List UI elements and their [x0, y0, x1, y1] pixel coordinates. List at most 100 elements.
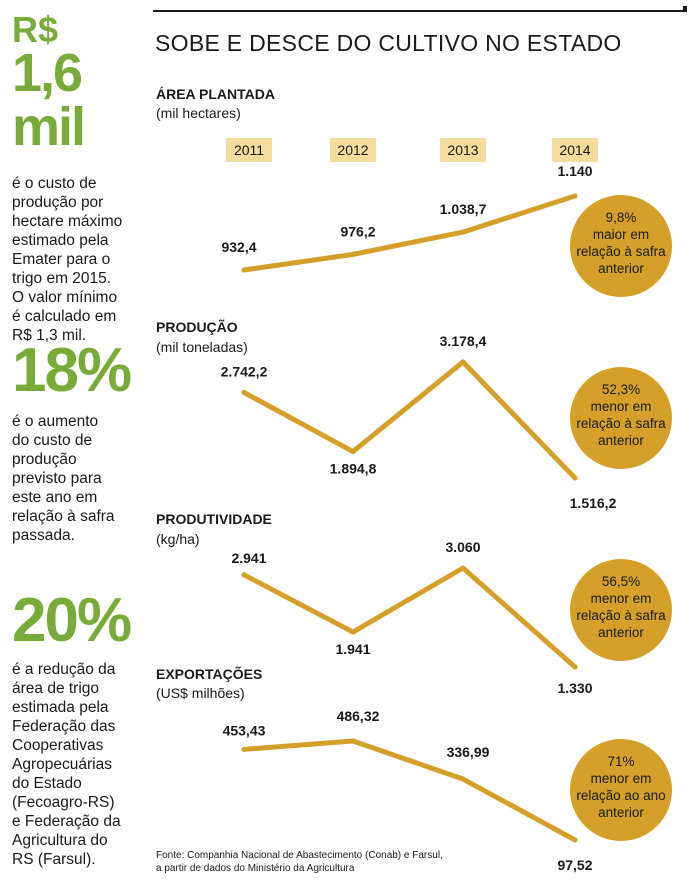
- stat-desc-line: do custo de: [12, 432, 93, 449]
- data-label: 97,52: [557, 857, 592, 873]
- change-badge: [570, 739, 672, 841]
- section-title-production: PRODUÇÃO: [156, 319, 238, 335]
- stat-description: é o aumento do custo de produção previst…: [12, 412, 140, 545]
- stat-desc-line: Agricultura do: [12, 832, 108, 849]
- year-label: 2013: [440, 138, 486, 162]
- data-point: [460, 229, 466, 235]
- data-label: 976,2: [340, 223, 375, 239]
- data-label: 1.516,2: [570, 495, 617, 511]
- section-unit-productivity: (kg/ha): [156, 531, 200, 547]
- data-point: [460, 359, 466, 365]
- series-line: [241, 738, 578, 843]
- data-label: 1.038,7: [440, 201, 487, 217]
- data-point: [350, 449, 356, 455]
- change-badge-text: menor em: [591, 399, 652, 414]
- stat-area-reduction: 20% é a redução da área de trigo estimad…: [12, 590, 140, 869]
- stat-desc-line: e Federação da: [12, 813, 121, 830]
- data-point: [350, 629, 356, 635]
- change-badge-text: relação ao ano: [576, 788, 665, 803]
- data-point: [241, 389, 247, 395]
- change-badge-text: 56,5%: [602, 574, 640, 589]
- data-label: 1.140: [557, 163, 592, 179]
- stat-currency: R$: [12, 9, 59, 50]
- change-badge-text: menor em: [591, 591, 652, 606]
- stat-desc-line: Cooperativas: [12, 737, 104, 754]
- series-line: [241, 565, 578, 670]
- year-label: 2014: [552, 138, 598, 162]
- stat-value: 20%: [12, 586, 132, 655]
- series-line: [241, 193, 578, 273]
- change-badge: [570, 559, 672, 661]
- change-badge-text: anterior: [598, 261, 644, 276]
- data-label: 3.060: [445, 539, 480, 555]
- section-unit-exports: (US$ milhões): [156, 685, 245, 701]
- data-label: 2.941: [231, 550, 266, 566]
- page-title: SOBE E DESCE DO CULTIVO NO ESTADO: [155, 30, 622, 56]
- data-point: [241, 746, 247, 752]
- data-point: [572, 837, 578, 843]
- stat-desc-line: Emater para o: [12, 251, 111, 268]
- stat-desc-line: produção por: [12, 194, 104, 211]
- data-label: 1.330: [557, 680, 592, 696]
- section-title-exports: EXPORTAÇÕES: [156, 666, 263, 682]
- stat-description: é o custo de produção por hectare máximo…: [12, 174, 140, 345]
- data-point: [460, 565, 466, 571]
- stat-desc-line: este ano em: [12, 489, 98, 506]
- stat-cost: R$ 1,6 mil é o custo de produção por hec…: [12, 12, 140, 345]
- stat-desc-line: (Fecoagro-RS): [12, 794, 115, 811]
- change-badge-text: 52,3%: [602, 382, 640, 397]
- stat-desc-line: hectare máximo: [12, 213, 123, 230]
- change-badge-text: anterior: [598, 433, 644, 448]
- stat-cost-increase: 18% é o aumento do custo de produção pre…: [12, 340, 140, 545]
- stat-desc-line: previsto para: [12, 470, 102, 487]
- data-point: [572, 664, 578, 670]
- data-label: 336,99: [447, 744, 490, 760]
- source-note: Fonte: Companhia Nacional de Abastecimen…: [156, 849, 443, 875]
- stat-desc-line: estimada pela: [12, 699, 109, 716]
- data-point: [572, 475, 578, 481]
- data-point: [460, 776, 466, 782]
- change-badge-text: relação à safra: [576, 416, 666, 431]
- change-badge-text: relação à safra: [576, 608, 666, 623]
- change-badge-text: anterior: [598, 625, 644, 640]
- section-title-productivity: PRODUTIVIDADE: [156, 511, 272, 527]
- stat-desc-line: Federação das: [12, 718, 116, 735]
- source-line: Fonte: Companhia Nacional de Abastecimen…: [156, 850, 443, 861]
- change-badge-text: maior em: [593, 227, 649, 242]
- change-badge-text: 9,8%: [606, 210, 637, 225]
- stat-desc-line: produção: [12, 451, 77, 468]
- change-badge-text: relação à safra: [576, 244, 666, 259]
- data-point: [350, 251, 356, 257]
- top-rule-cap: [683, 6, 687, 12]
- stat-desc-line: é calculado em: [12, 308, 117, 325]
- change-badge: [570, 367, 672, 469]
- data-point: [241, 572, 247, 578]
- stat-description: é a redução da área de trigo estimada pe…: [12, 660, 140, 869]
- change-badge-text: anterior: [598, 805, 644, 820]
- change-badge-text: 71%: [607, 754, 634, 769]
- stat-desc-line: estimado pela: [12, 232, 109, 249]
- stat-value: 18%: [12, 336, 132, 405]
- section-unit-production: (mil toneladas): [156, 339, 248, 355]
- section-title-area: ÁREA PLANTADA: [156, 86, 275, 102]
- data-point: [350, 738, 356, 744]
- data-label: 932,4: [221, 239, 256, 255]
- data-label: 2.742,2: [221, 363, 268, 379]
- data-point: [572, 193, 578, 199]
- data-label: 1.941: [335, 641, 370, 657]
- stat-desc-line: passada.: [12, 527, 75, 544]
- stat-desc-line: O valor mínimo: [12, 289, 118, 306]
- section-unit-area: (mil hectares): [156, 105, 241, 121]
- change-badge: [570, 195, 672, 297]
- stat-value: 1,6 mil: [12, 43, 86, 157]
- data-label: 486,32: [337, 708, 380, 724]
- stat-desc-line: é o aumento: [12, 413, 99, 430]
- stat-desc-line: é o custo de: [12, 175, 97, 192]
- stat-desc-line: relação à safra: [12, 508, 115, 525]
- data-point: [241, 267, 247, 273]
- stat-desc-line: do Estado: [12, 775, 82, 792]
- stat-desc-line: trigo em 2015.: [12, 270, 112, 287]
- data-label: 1.894,8: [330, 461, 377, 477]
- data-label: 3.178,4: [440, 333, 487, 349]
